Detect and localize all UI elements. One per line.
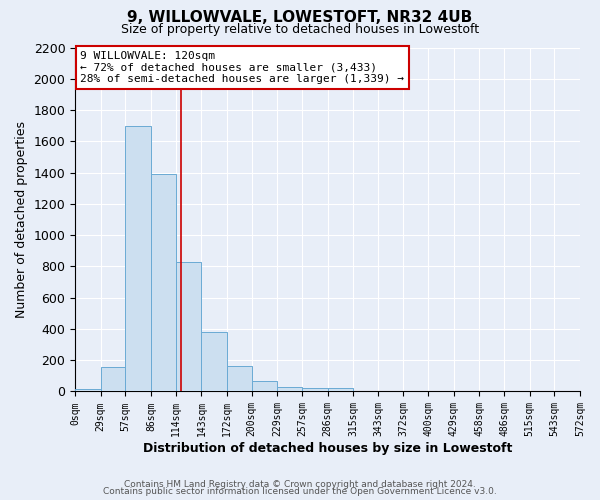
- Text: Size of property relative to detached houses in Lowestoft: Size of property relative to detached ho…: [121, 22, 479, 36]
- X-axis label: Distribution of detached houses by size in Lowestoft: Distribution of detached houses by size …: [143, 442, 512, 455]
- Text: 9 WILLOWVALE: 120sqm
← 72% of detached houses are smaller (3,433)
28% of semi-de: 9 WILLOWVALE: 120sqm ← 72% of detached h…: [80, 51, 404, 84]
- Text: Contains public sector information licensed under the Open Government Licence v3: Contains public sector information licen…: [103, 488, 497, 496]
- Bar: [125, 126, 151, 392]
- Bar: [101, 367, 125, 392]
- Y-axis label: Number of detached properties: Number of detached properties: [15, 121, 28, 318]
- Bar: [227, 366, 251, 392]
- Bar: [277, 387, 302, 392]
- Bar: [75, 389, 101, 392]
- Bar: [302, 388, 328, 392]
- Bar: [151, 174, 176, 392]
- Bar: [328, 388, 353, 392]
- Bar: [251, 382, 277, 392]
- Bar: [202, 332, 227, 392]
- Bar: [176, 262, 202, 392]
- Text: 9, WILLOWVALE, LOWESTOFT, NR32 4UB: 9, WILLOWVALE, LOWESTOFT, NR32 4UB: [127, 10, 473, 25]
- Text: Contains HM Land Registry data © Crown copyright and database right 2024.: Contains HM Land Registry data © Crown c…: [124, 480, 476, 489]
